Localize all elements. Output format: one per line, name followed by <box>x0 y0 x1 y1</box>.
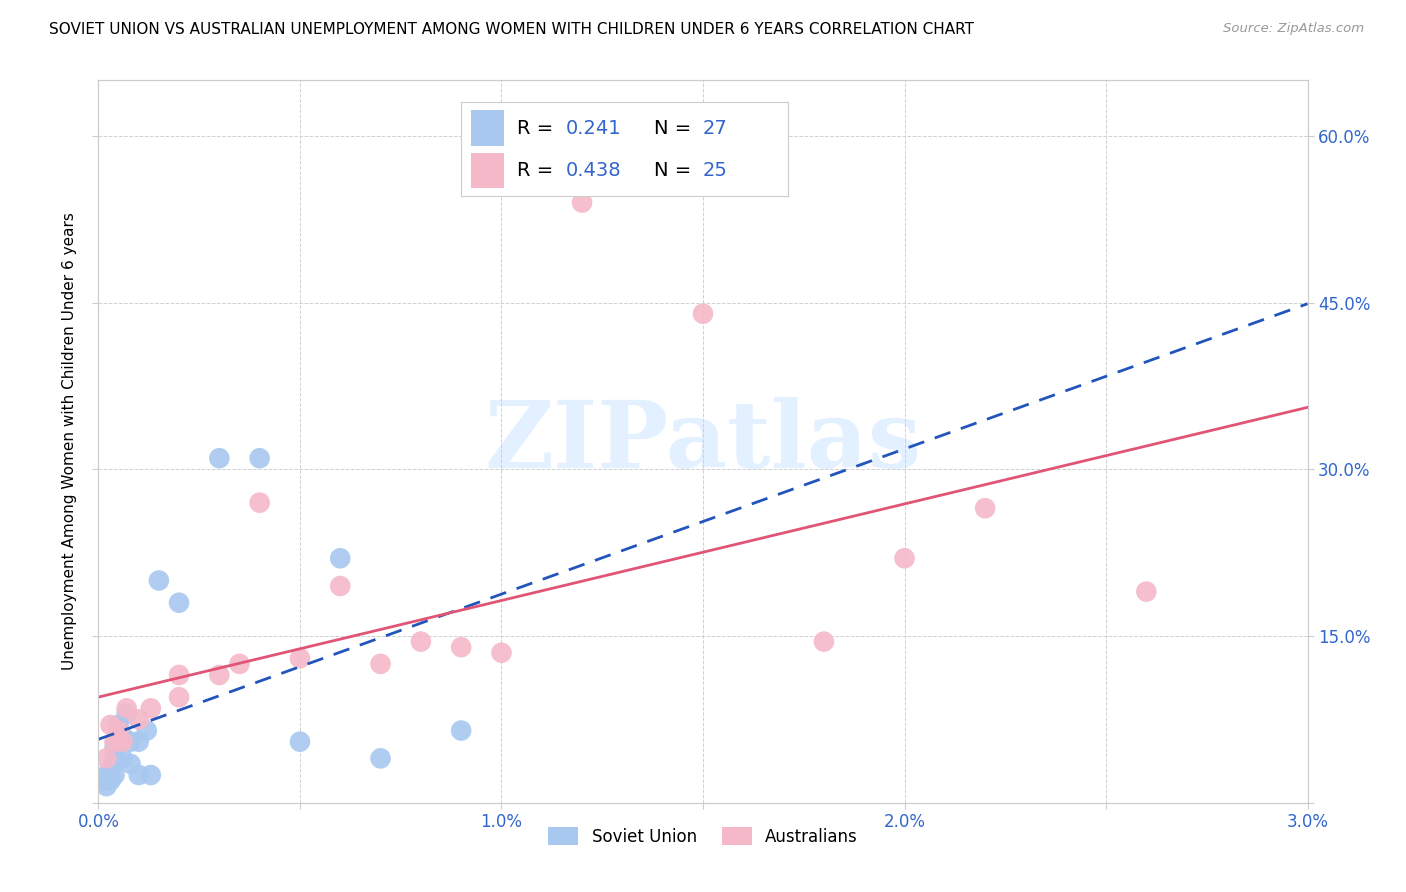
Point <box>139 768 162 782</box>
Point <box>208 668 231 682</box>
Point <box>107 723 129 738</box>
Point <box>103 734 125 748</box>
Point <box>249 496 271 510</box>
Point <box>450 723 472 738</box>
Point <box>167 596 190 610</box>
Point <box>135 723 157 738</box>
Text: SOVIET UNION VS AUSTRALIAN UNEMPLOYMENT AMONG WOMEN WITH CHILDREN UNDER 6 YEARS : SOVIET UNION VS AUSTRALIAN UNEMPLOYMENT … <box>49 22 974 37</box>
Point <box>100 763 122 777</box>
Point <box>571 195 593 210</box>
Point <box>96 768 118 782</box>
Point <box>228 657 250 671</box>
Point <box>100 773 122 788</box>
Point <box>167 690 190 705</box>
Point <box>370 751 392 765</box>
Point <box>893 551 915 566</box>
Point <box>288 734 311 748</box>
Point <box>111 729 134 743</box>
Point <box>107 718 129 732</box>
Point <box>103 768 125 782</box>
Point <box>370 657 392 671</box>
Point <box>128 713 150 727</box>
Point <box>450 640 472 655</box>
Point <box>128 734 150 748</box>
Point <box>96 751 118 765</box>
Point <box>128 768 150 782</box>
Point <box>115 701 138 715</box>
Point <box>111 751 134 765</box>
Point <box>491 646 513 660</box>
Point <box>167 668 190 682</box>
Point <box>409 634 432 648</box>
Point <box>96 779 118 793</box>
Point <box>107 723 129 738</box>
Point <box>329 579 352 593</box>
Point <box>288 651 311 665</box>
Point <box>115 706 138 721</box>
Point <box>91 773 114 788</box>
Point <box>249 451 271 466</box>
Y-axis label: Unemployment Among Women with Children Under 6 years: Unemployment Among Women with Children U… <box>62 212 77 671</box>
Point <box>329 551 352 566</box>
Point <box>139 701 162 715</box>
Point <box>111 734 134 748</box>
Point <box>813 634 835 648</box>
Point <box>692 307 714 321</box>
Point <box>103 740 125 755</box>
Text: ZIPatlas: ZIPatlas <box>485 397 921 486</box>
Point <box>103 751 125 765</box>
Point <box>120 734 142 748</box>
Text: Source: ZipAtlas.com: Source: ZipAtlas.com <box>1223 22 1364 36</box>
Point <box>120 756 142 771</box>
Point <box>974 501 997 516</box>
Point <box>1135 584 1157 599</box>
Legend: Soviet Union, Australians: Soviet Union, Australians <box>541 821 865 852</box>
Point <box>208 451 231 466</box>
Point <box>148 574 170 588</box>
Point <box>100 718 122 732</box>
